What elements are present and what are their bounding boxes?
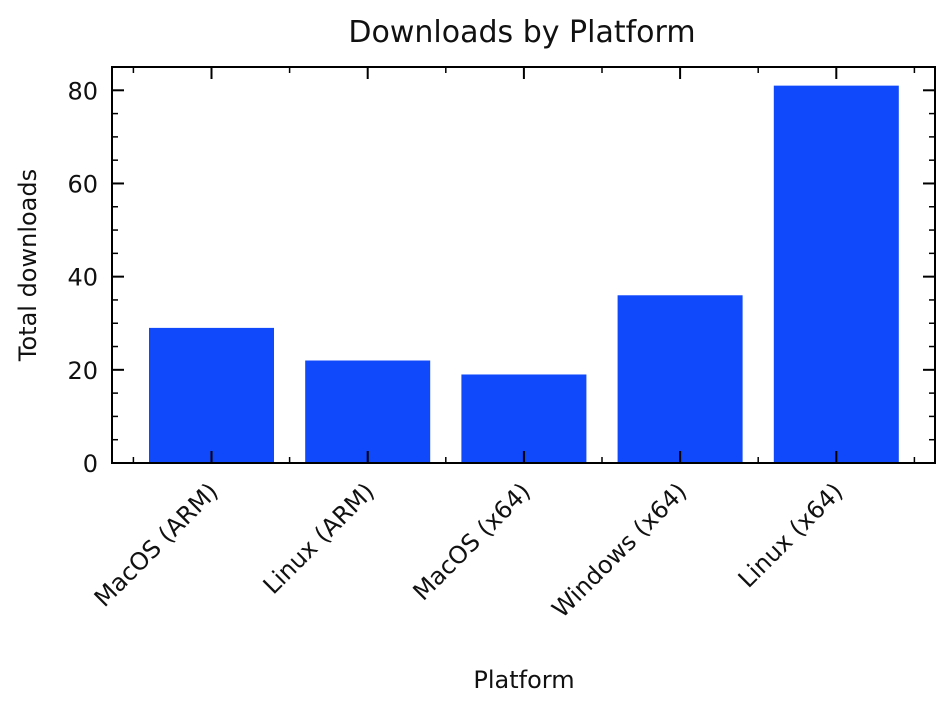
x-tick-label: Windows (x64) xyxy=(547,477,693,623)
y-tick-label: 40 xyxy=(67,264,98,292)
y-tick-label: 80 xyxy=(67,77,98,105)
chart-title: Downloads by Platform xyxy=(348,15,695,50)
bar-0 xyxy=(149,327,274,463)
x-axis-label: Platform xyxy=(473,666,574,694)
x-tick-label: MacOS (x64) xyxy=(408,477,537,606)
y-tick-label: 60 xyxy=(67,170,98,198)
y-tick-labels: 0 20 40 60 80 xyxy=(67,77,98,478)
x-tick-label: MacOS (ARM) xyxy=(89,477,224,612)
y-axis-label: Total downloads xyxy=(14,169,42,362)
bar-1 xyxy=(305,360,431,463)
x-tick-label: Linux (x64) xyxy=(733,477,849,593)
bar-3 xyxy=(617,295,743,463)
y-tick-label: 0 xyxy=(83,450,98,478)
plot-frame xyxy=(111,66,936,464)
x-tick-label: Linux (ARM) xyxy=(258,477,380,599)
x-tick-labels: MacOS (ARM) Linux (ARM) MacOS (x64) Windows… xyxy=(89,477,849,623)
y-tick-label: 20 xyxy=(67,357,98,385)
bar-2 xyxy=(461,374,587,463)
bars-group xyxy=(149,85,899,463)
bar-4 xyxy=(773,85,899,463)
